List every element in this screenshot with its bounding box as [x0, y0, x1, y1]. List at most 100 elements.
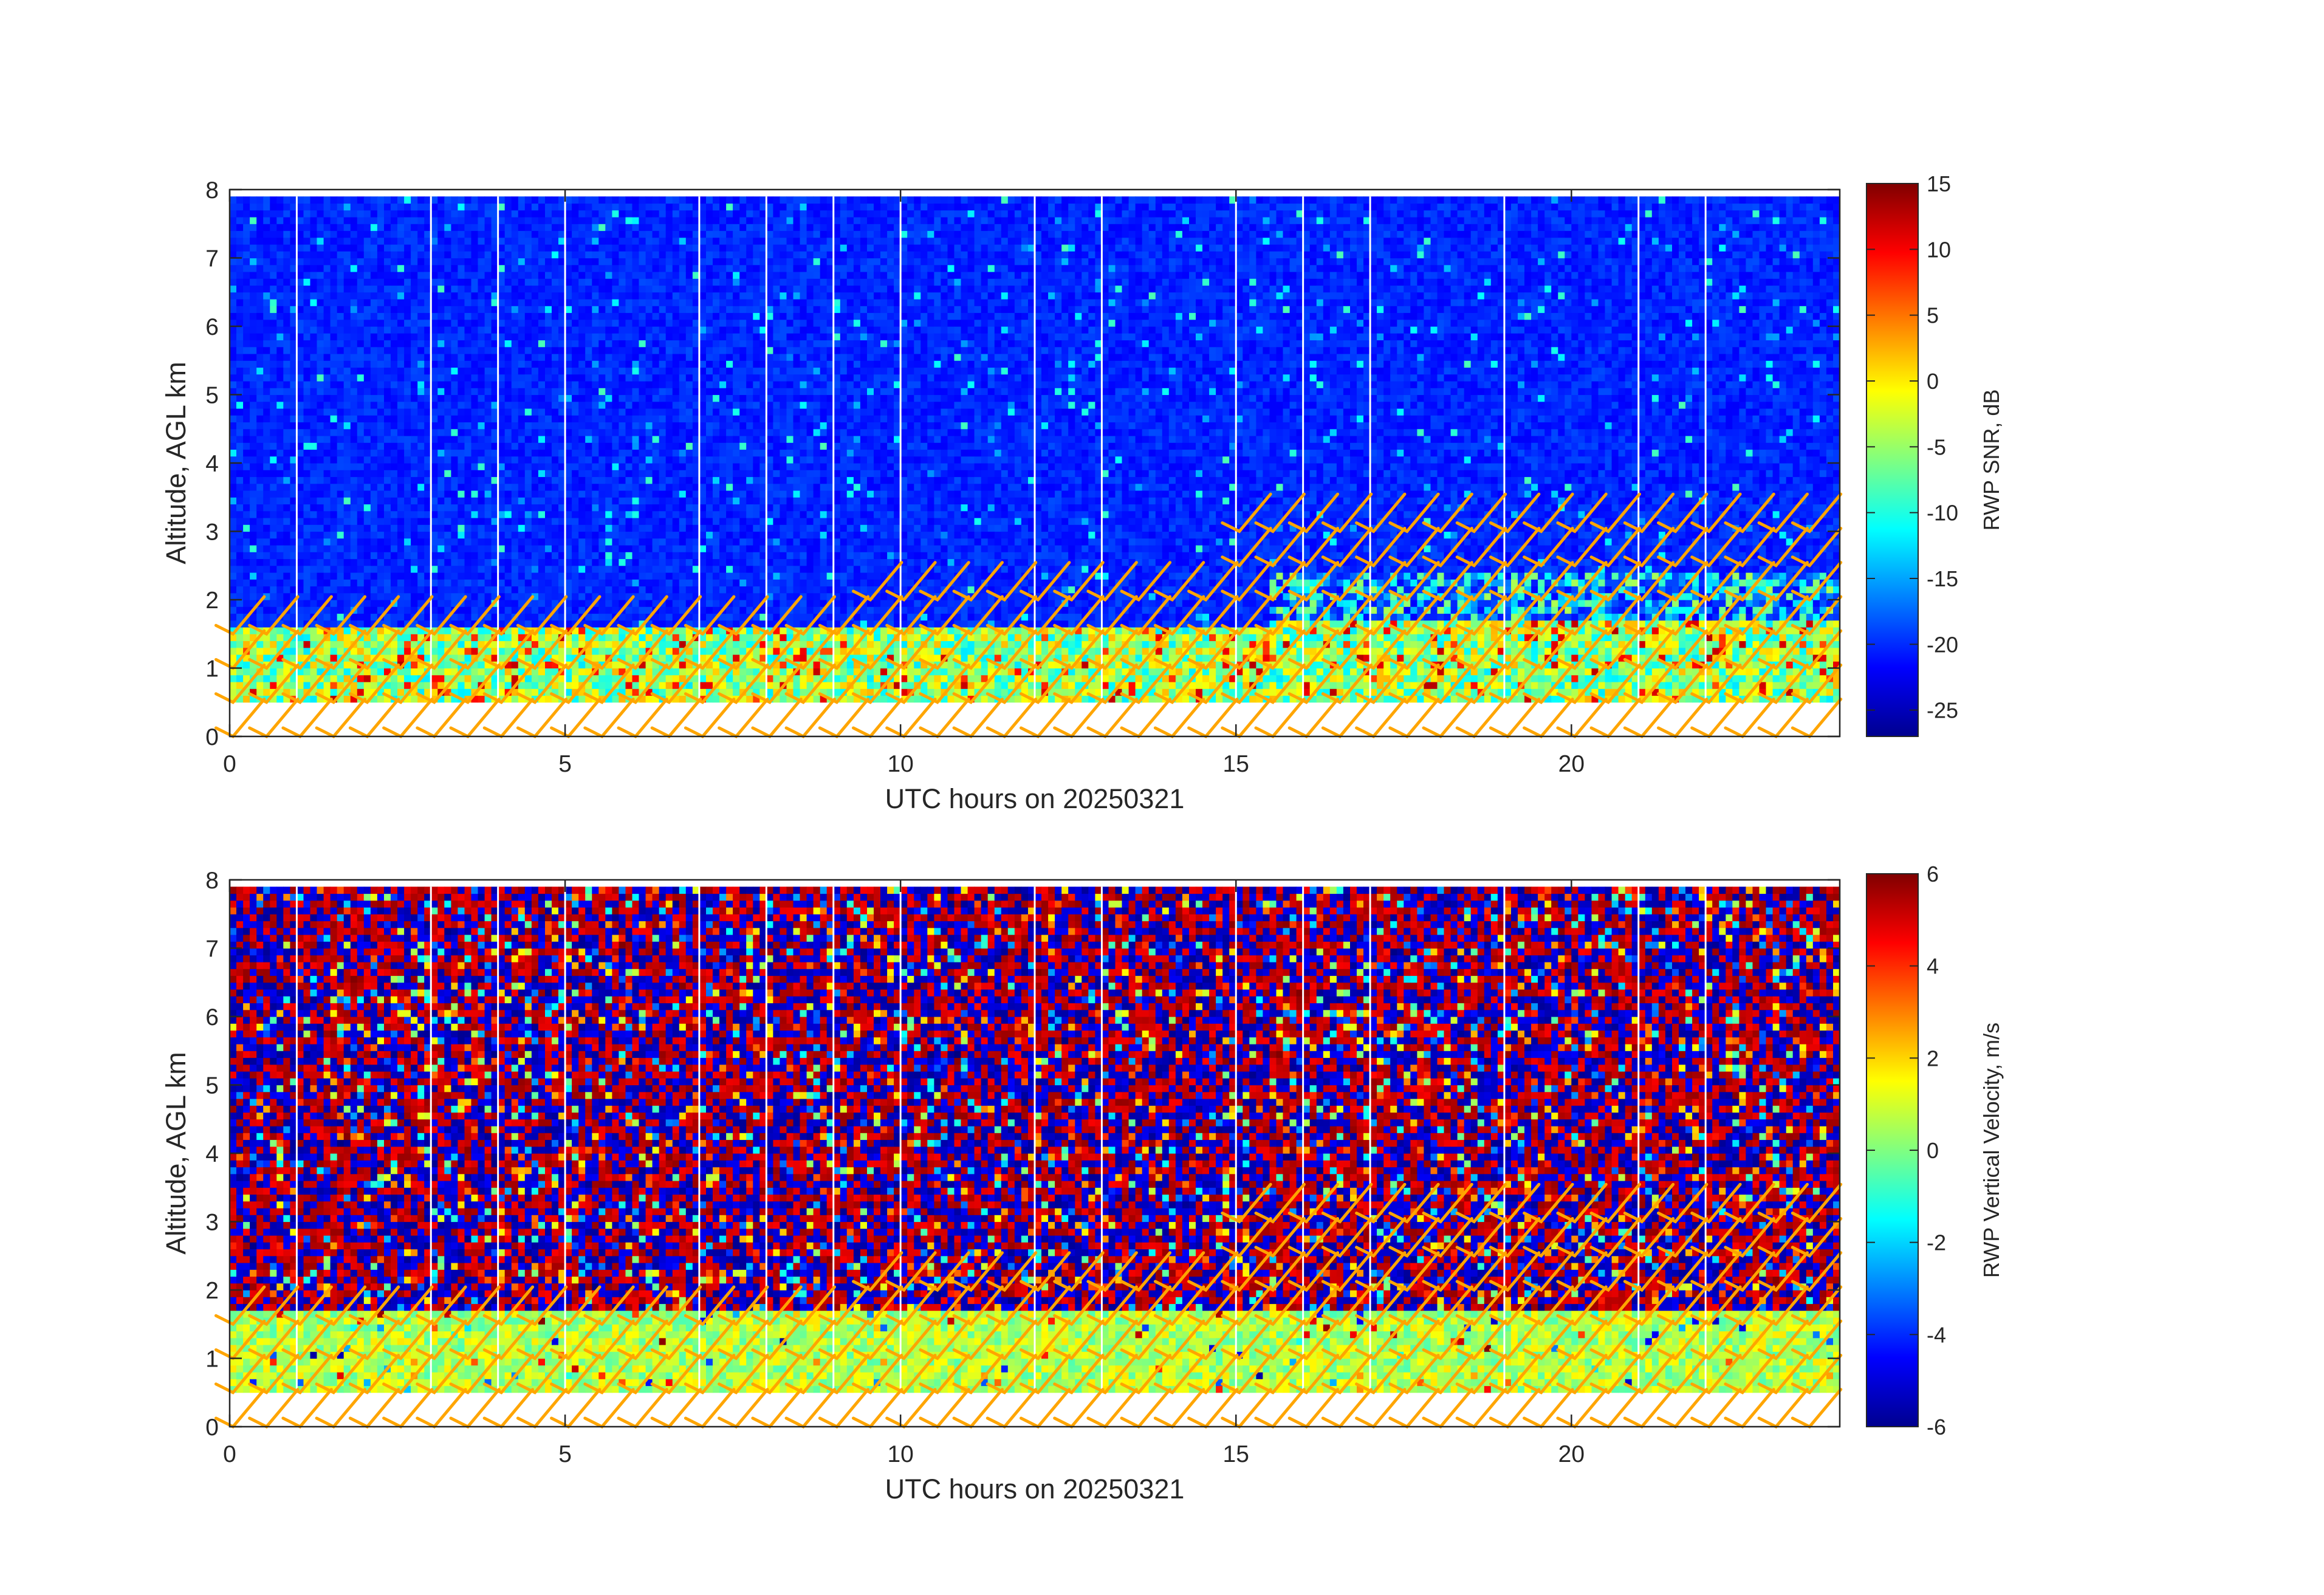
- wind-barb: [1556, 595, 1608, 636]
- wind-barb: [281, 1285, 333, 1326]
- wind-barb: [985, 1354, 1038, 1394]
- wind-barb: [1221, 664, 1272, 704]
- wind-barb: [1757, 527, 1809, 568]
- wind-barb: [617, 595, 668, 636]
- wind-barb: [1254, 492, 1306, 533]
- wind-barb: [1422, 1285, 1473, 1326]
- wind-barb: [1153, 664, 1205, 704]
- x-tick-label: 0: [223, 1441, 236, 1467]
- wind-barb: [1724, 561, 1775, 602]
- wind-barb: [1221, 1251, 1272, 1292]
- wind-barb: [516, 1354, 568, 1394]
- wind-barb: [1757, 561, 1809, 602]
- x-tick-label: 5: [558, 1441, 572, 1467]
- wind-barb: [1355, 1217, 1407, 1258]
- wind-barb: [1657, 1251, 1709, 1292]
- wind-barb: [1623, 629, 1675, 670]
- wind-barb: [1690, 1251, 1742, 1292]
- wind-barb: [550, 664, 602, 704]
- snr-y-axis-label: Altitude, AGL km: [160, 362, 191, 564]
- wind-barb: [1589, 595, 1641, 636]
- wind-barb: [852, 561, 903, 602]
- wind-barb: [1690, 664, 1742, 704]
- wind-barb: [1254, 629, 1306, 670]
- wind-barb: [751, 1285, 803, 1326]
- wind-barb: [852, 1285, 903, 1326]
- wind-barb: [885, 1251, 937, 1292]
- wind-barb: [281, 595, 333, 636]
- wind-barb: [1422, 492, 1473, 533]
- wind-barb: [449, 595, 501, 636]
- wind-barb: [1221, 561, 1272, 602]
- colorbar-tick-label: -2: [1927, 1230, 1946, 1255]
- y-tick-label: 1: [205, 656, 219, 682]
- wind-barb: [315, 1319, 367, 1360]
- wind-barb: [1020, 1354, 1071, 1394]
- wind-barb: [1657, 1217, 1709, 1258]
- snr-colorbar: [1866, 183, 1919, 737]
- wind-barb: [1757, 1217, 1809, 1258]
- wind-barb: [1020, 561, 1071, 602]
- wind-barb: [1422, 629, 1473, 670]
- wind-barb: [952, 561, 1004, 602]
- wind-barb: [1321, 527, 1373, 568]
- wind-barb: [1791, 492, 1843, 533]
- wind-barb: [1623, 492, 1675, 533]
- wind-barb: [1422, 1319, 1473, 1360]
- wind-barb: [1523, 664, 1574, 704]
- wind-barb: [1489, 492, 1541, 533]
- wind-barb: [1422, 664, 1473, 704]
- wind-barb: [1623, 1354, 1675, 1394]
- wind-barb: [684, 595, 736, 636]
- wind-barb: [416, 595, 467, 636]
- wind-barb: [583, 629, 635, 670]
- wind-barb: [482, 1319, 535, 1360]
- wind-barb: [1254, 1285, 1306, 1326]
- wind-barb: [1120, 1354, 1172, 1394]
- wind-barb: [1455, 1182, 1507, 1224]
- wind-barb: [985, 664, 1038, 704]
- wind-barb: [1120, 1251, 1172, 1292]
- snr-colorbar-label: RWP SNR, dB: [1979, 389, 2004, 531]
- wind-barb: [1489, 664, 1541, 704]
- wind-barb: [885, 1319, 937, 1360]
- x-tick-label: 10: [887, 1441, 913, 1467]
- wind-barb: [985, 561, 1038, 602]
- wind-barb: [550, 1354, 602, 1394]
- wind-barb: [1623, 1285, 1675, 1326]
- wind-barb: [1556, 1217, 1608, 1258]
- wind-barb: [1187, 664, 1239, 704]
- wind-barb: [482, 1354, 535, 1394]
- wind-barb: [1455, 527, 1507, 568]
- wind-barb: [1388, 629, 1440, 670]
- wind-barb: [1254, 527, 1306, 568]
- wind-barb: [550, 1319, 602, 1360]
- wind-barb: [885, 629, 937, 670]
- wind-barb: [1221, 629, 1272, 670]
- wind-barb: [1355, 561, 1407, 602]
- wind-barb: [684, 629, 736, 670]
- colorbar-tick-label: -25: [1927, 698, 1958, 723]
- y-tick-label: 6: [205, 1004, 219, 1031]
- wind-barb: [281, 1354, 333, 1394]
- wind-barb: [784, 595, 836, 636]
- wind-barb: [1791, 1182, 1843, 1224]
- wind-barb: [1724, 1319, 1775, 1360]
- wind-barb: [1623, 527, 1675, 568]
- wind-barb: [1120, 1319, 1172, 1360]
- wind-barb: [1589, 1319, 1641, 1360]
- wind-barb: [718, 1354, 769, 1394]
- wind-barb: [1422, 595, 1473, 636]
- wind-barb: [382, 1285, 434, 1326]
- wind-barb: [718, 664, 769, 704]
- wind-barb: [1724, 1354, 1775, 1394]
- wind-barb: [1254, 1182, 1306, 1224]
- vv-missing-data-lines: [295, 887, 1707, 1393]
- wind-barb: [1690, 1354, 1742, 1394]
- wind-barb: [1221, 1285, 1272, 1326]
- wind-barb: [1623, 595, 1675, 636]
- wind-barb: [1657, 1319, 1709, 1360]
- wind-barb: [1589, 561, 1641, 602]
- wind-barb: [1388, 1251, 1440, 1292]
